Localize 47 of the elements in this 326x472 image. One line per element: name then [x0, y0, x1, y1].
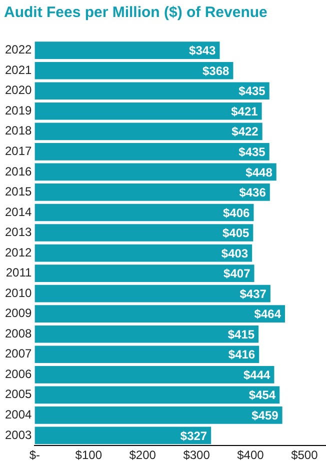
- x-tick-label: $300: [183, 448, 210, 462]
- data-label: $421: [231, 104, 258, 118]
- y-tick-label: 2012: [4, 245, 32, 260]
- data-label: $416: [228, 348, 256, 362]
- y-tick-label: 2014: [4, 204, 32, 219]
- x-tick-label: $200: [129, 448, 156, 462]
- y-tick-label: 2008: [4, 326, 32, 340]
- data-label: $407: [224, 266, 251, 281]
- y-tick-label: 2005: [4, 387, 32, 402]
- chart-title: Audit Fees per Million ($) of Revenue: [4, 4, 268, 21]
- data-label: $444: [244, 368, 271, 382]
- data-label: $403: [221, 246, 248, 260]
- x-tick-label: $100: [75, 448, 102, 462]
- data-label: $415: [228, 327, 255, 342]
- y-tick-label: 2010: [4, 286, 32, 300]
- y-tick-label: 2011: [6, 266, 32, 280]
- data-label: $343: [189, 44, 216, 58]
- y-tick-label: 2016: [4, 164, 32, 178]
- data-label: $435: [238, 144, 266, 159]
- data-label: $436: [239, 186, 266, 200]
- y-tick-label: 2022: [4, 42, 32, 57]
- y-tick-label: 2019: [4, 103, 32, 118]
- y-tick-label: 2015: [4, 184, 32, 199]
- data-label: $464: [254, 307, 282, 322]
- y-tick-label: 2004: [4, 408, 32, 422]
- data-label: $437: [240, 286, 267, 301]
- x-tick-label: $-: [29, 448, 40, 462]
- y-tick-label: 2006: [4, 366, 32, 381]
- y-tick-label: 2017: [4, 144, 32, 158]
- data-label: $405: [222, 226, 250, 240]
- data-label: $435: [238, 84, 266, 98]
- data-label: $454: [248, 388, 276, 402]
- y-tick-label: 2003: [4, 428, 32, 442]
- x-tick-label: $400: [237, 448, 264, 462]
- data-label: $368: [202, 64, 230, 78]
- y-tick-label: 2018: [4, 124, 32, 138]
- data-label: $406: [223, 206, 250, 220]
- y-tick-label: 2021: [4, 62, 32, 77]
- data-label: $327: [180, 428, 208, 443]
- x-tick-label: $500: [291, 448, 318, 462]
- data-label: $448: [246, 165, 273, 180]
- y-tick-label: 2009: [4, 306, 32, 320]
- y-tick-label: 2007: [4, 346, 32, 361]
- data-label: $459: [252, 408, 279, 423]
- y-tick-label: 2020: [4, 83, 32, 98]
- y-tick-label: 2013: [4, 225, 32, 240]
- data-label: $422: [232, 124, 259, 139]
